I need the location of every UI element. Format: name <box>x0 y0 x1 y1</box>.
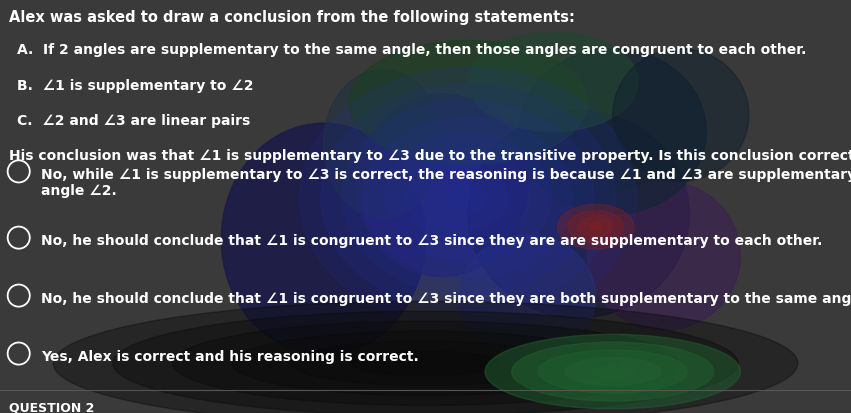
Ellipse shape <box>460 235 596 359</box>
Ellipse shape <box>613 50 749 182</box>
Text: His conclusion was that ∠1 is supplementary to ∠3 due to the transitive property: His conclusion was that ∠1 is supplement… <box>9 149 851 163</box>
Ellipse shape <box>511 342 714 401</box>
Ellipse shape <box>351 351 500 376</box>
Ellipse shape <box>342 101 594 295</box>
Ellipse shape <box>468 112 689 318</box>
Text: No, he should conclude that ∠1 is congruent to ∠3 since they are are supplementa: No, he should conclude that ∠1 is congru… <box>41 233 822 247</box>
Ellipse shape <box>449 184 487 213</box>
Ellipse shape <box>231 331 619 396</box>
Ellipse shape <box>112 311 739 413</box>
Text: QUESTION 2: QUESTION 2 <box>9 401 94 413</box>
Ellipse shape <box>172 321 679 406</box>
Text: No, he should conclude that ∠1 is congruent to ∠3 since they are both supplement: No, he should conclude that ∠1 is congru… <box>41 291 851 305</box>
Ellipse shape <box>428 167 508 229</box>
Ellipse shape <box>53 301 798 413</box>
Ellipse shape <box>363 118 573 279</box>
Ellipse shape <box>323 70 443 219</box>
Text: Alex was asked to draw a conclusion from the following statements:: Alex was asked to draw a conclusion from… <box>9 10 574 25</box>
Ellipse shape <box>321 85 615 312</box>
Text: B.  ∠1 is supplementary to ∠2: B. ∠1 is supplementary to ∠2 <box>17 78 254 93</box>
Ellipse shape <box>579 217 613 237</box>
Text: Yes, Alex is correct and his reasoning is correct.: Yes, Alex is correct and his reasoning i… <box>41 349 419 363</box>
Ellipse shape <box>557 205 634 249</box>
Ellipse shape <box>565 358 660 386</box>
Text: C.  ∠2 and ∠3 are linear pairs: C. ∠2 and ∠3 are linear pairs <box>17 114 250 128</box>
Ellipse shape <box>519 50 706 215</box>
Ellipse shape <box>386 134 551 262</box>
Ellipse shape <box>587 182 740 330</box>
Ellipse shape <box>221 124 426 355</box>
Text: A.  If 2 angles are supplementary to the same angle, then those angles are congr: A. If 2 angles are supplementary to the … <box>17 43 807 57</box>
Ellipse shape <box>300 68 637 328</box>
Ellipse shape <box>485 335 740 409</box>
Ellipse shape <box>539 350 688 393</box>
Text: No, while ∠1 is supplementary to ∠3 is correct, the reasoning is because ∠1 and : No, while ∠1 is supplementary to ∠3 is c… <box>41 167 851 197</box>
Ellipse shape <box>407 151 529 246</box>
Ellipse shape <box>568 211 623 243</box>
Ellipse shape <box>591 366 634 378</box>
Ellipse shape <box>468 33 638 132</box>
Ellipse shape <box>357 95 528 277</box>
Ellipse shape <box>589 223 602 231</box>
Ellipse shape <box>291 341 560 386</box>
Ellipse shape <box>349 41 587 165</box>
